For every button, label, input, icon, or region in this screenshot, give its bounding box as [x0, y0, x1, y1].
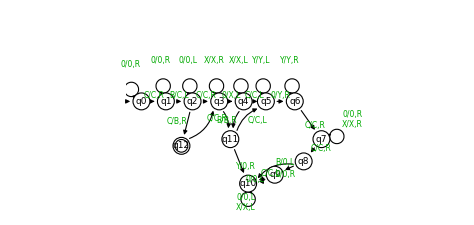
Text: X/X,L: X/X,L [229, 56, 248, 65]
Text: q1: q1 [160, 97, 172, 106]
Circle shape [222, 131, 239, 148]
Text: q8: q8 [298, 157, 310, 166]
Text: B/B,R: B/B,R [217, 116, 237, 125]
Text: C/C,R: C/C,R [195, 91, 216, 100]
Text: 0/Y,R: 0/Y,R [270, 91, 290, 100]
Text: C/C,L: C/C,L [245, 91, 264, 100]
Text: q7: q7 [316, 135, 327, 144]
Text: 0/0,R
X/X,R: 0/0,R X/X,R [342, 110, 363, 129]
Text: Y/Y,L: Y/Y,L [252, 56, 270, 65]
Circle shape [173, 137, 190, 154]
Circle shape [313, 131, 330, 148]
Text: q9: q9 [269, 170, 281, 179]
Text: C/C,L: C/C,L [260, 169, 280, 178]
Circle shape [184, 93, 201, 110]
Text: q10: q10 [239, 179, 257, 188]
Text: 0/0,R: 0/0,R [151, 56, 171, 65]
Text: 0/0,L: 0/0,L [245, 175, 264, 184]
Text: C/C,R: C/C,R [304, 121, 325, 130]
Circle shape [240, 175, 256, 192]
Text: q2: q2 [187, 97, 198, 106]
Text: C/C,R: C/C,R [143, 91, 164, 100]
Text: 0/X,L: 0/X,L [222, 91, 241, 100]
Circle shape [266, 166, 283, 183]
Circle shape [286, 93, 303, 110]
Text: C/C,R: C/C,R [311, 144, 332, 153]
Text: X/X,R: X/X,R [204, 56, 225, 65]
Text: 0/0,L: 0/0,L [178, 56, 197, 65]
Text: C/C,L: C/C,L [247, 116, 267, 125]
Text: q4: q4 [238, 97, 249, 106]
Text: q6: q6 [289, 97, 301, 106]
Circle shape [235, 93, 252, 110]
Text: C/C,R: C/C,R [207, 114, 228, 123]
Text: B/C,L: B/C,L [169, 91, 189, 100]
Text: C/B,R: C/B,R [167, 117, 187, 126]
Text: q11: q11 [222, 135, 239, 144]
Text: Y/0,R: Y/0,R [236, 162, 256, 171]
Circle shape [257, 93, 274, 110]
Text: 0/0,R: 0/0,R [120, 60, 140, 69]
Circle shape [211, 93, 228, 110]
Text: 0/0,L
X/X,L: 0/0,L X/X,L [236, 193, 256, 212]
Text: q0: q0 [136, 97, 147, 106]
Circle shape [133, 93, 150, 110]
Circle shape [157, 93, 174, 110]
Text: q3: q3 [213, 97, 225, 106]
Text: 0/0,R: 0/0,R [276, 170, 296, 179]
Circle shape [295, 153, 312, 170]
Text: B/0,L: B/0,L [275, 158, 294, 167]
Text: q5: q5 [260, 97, 272, 106]
Text: Y/Y,R: Y/Y,R [280, 56, 300, 65]
Text: q12: q12 [173, 141, 190, 150]
